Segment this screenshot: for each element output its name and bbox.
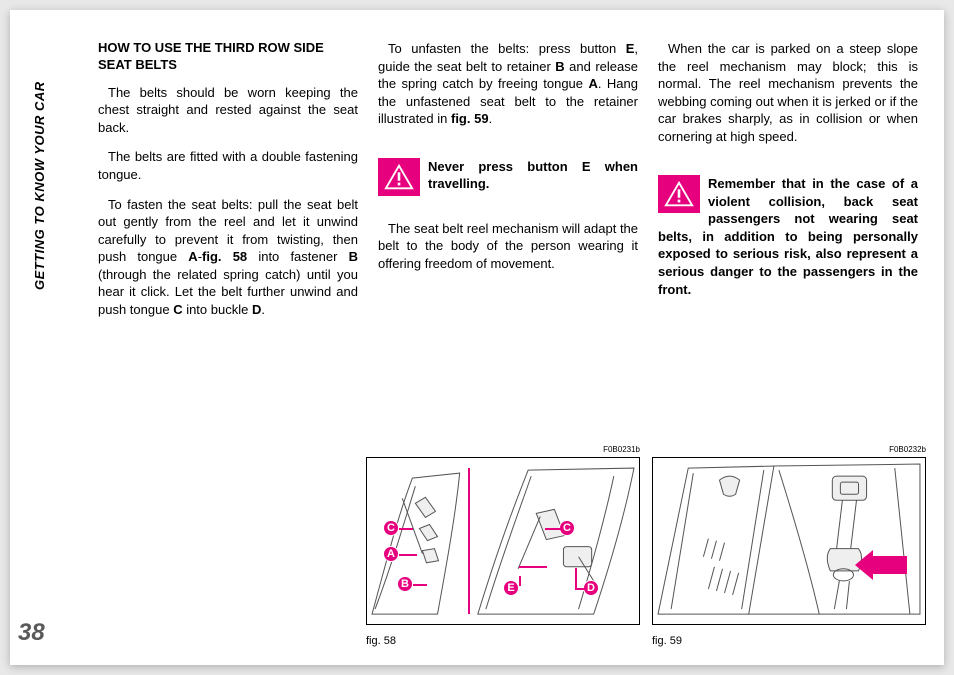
- figure-58-box: C A B E C D: [366, 457, 640, 625]
- ref-fig59: fig. 59: [451, 111, 489, 126]
- callout-e: E: [503, 580, 519, 596]
- ref-d: D: [252, 302, 261, 317]
- arrow-head: [855, 550, 873, 580]
- warning-1-text: Never press button E when travelling.: [428, 158, 638, 193]
- text-run: .: [489, 111, 493, 126]
- lead-e-h: [519, 566, 547, 568]
- figure-59-box: [652, 457, 926, 625]
- lead-c-left: [399, 528, 413, 530]
- col1-p2: The belts are fitted with a double faste…: [98, 148, 358, 183]
- ref-b: B: [349, 249, 358, 264]
- figure-59: F0B0232b: [652, 457, 926, 647]
- manual-page: GETTING TO KNOW YOUR CAR 38 HOW TO USE T…: [10, 10, 944, 665]
- figure-58: F0B0231b: [366, 457, 640, 647]
- col1-p3: To fasten the seat belts: pull the seat …: [98, 196, 358, 319]
- text-run: .: [261, 302, 265, 317]
- lead-a: [399, 554, 417, 556]
- figure-58-code: F0B0231b: [603, 445, 640, 454]
- column-2: To unfasten the belts: press button E, g…: [378, 40, 638, 330]
- text-run: into fastener: [247, 249, 348, 264]
- callout-d: D: [583, 580, 599, 596]
- lead-d: [577, 588, 585, 590]
- lead-d-v: [575, 568, 577, 590]
- text-run: To unfasten the belts: press button: [388, 41, 626, 56]
- figure-59-sketch: [653, 458, 925, 619]
- warning-icon: [658, 175, 700, 213]
- callout-a: A: [383, 546, 399, 562]
- callout-c-right: C: [559, 520, 575, 536]
- col2-p1: To unfasten the belts: press button E, g…: [378, 40, 638, 128]
- section-heading: HOW TO USE THE THIRD ROW SIDE SEAT BELTS: [98, 40, 358, 74]
- text-run: into buckle: [183, 302, 252, 317]
- ref-c: C: [173, 302, 182, 317]
- ref-a2: A: [588, 76, 597, 91]
- figure-59-wrap: F0B0232b: [652, 457, 926, 631]
- col2-p2: The seat belt reel mechanism will adapt …: [378, 220, 638, 273]
- page-inner: GETTING TO KNOW YOUR CAR 38 HOW TO USE T…: [10, 10, 944, 665]
- lead-cright-h: [545, 528, 561, 530]
- figure-58-sketch: [367, 458, 639, 619]
- lead-e-v: [519, 576, 521, 586]
- warning-icon: [378, 158, 420, 196]
- lead-b: [413, 584, 427, 586]
- column-1: HOW TO USE THE THIRD ROW SIDE SEAT BELTS…: [98, 40, 358, 330]
- text-columns: HOW TO USE THE THIRD ROW SIDE SEAT BELTS…: [98, 40, 926, 330]
- page-number: 38: [18, 619, 45, 647]
- col1-p1: The belts should be worn keeping the che…: [98, 84, 358, 137]
- callout-c-left: C: [383, 520, 399, 536]
- figures-row: F0B0231b: [366, 457, 926, 647]
- chapter-label: GETTING TO KNOW YOUR CAR: [32, 81, 47, 290]
- figure-59-caption: fig. 59: [652, 635, 926, 647]
- warning-2: Remember that in the case of a violent c…: [658, 175, 918, 298]
- col3-p1: When the car is parked on a steep slope …: [658, 40, 918, 145]
- figure-58-wrap: F0B0231b: [366, 457, 640, 631]
- warning-1: Never press button E when travelling.: [378, 158, 638, 196]
- ref-b2: B: [555, 59, 564, 74]
- arrow-body: [873, 556, 907, 574]
- ref-a: A: [188, 249, 197, 264]
- figure-58-caption: fig. 58: [366, 635, 640, 647]
- figure-58-divider: [468, 468, 470, 614]
- ref-fig58: fig. 58: [202, 249, 247, 264]
- column-3: When the car is parked on a steep slope …: [658, 40, 918, 330]
- figure-59-code: F0B0232b: [889, 445, 926, 454]
- callout-b: B: [397, 576, 413, 592]
